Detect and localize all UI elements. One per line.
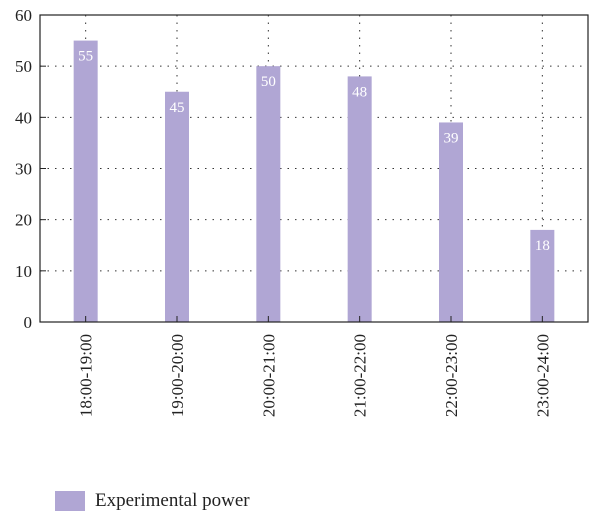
- x-tick-label: 18:00-19:00: [77, 334, 96, 417]
- bar: [165, 91, 189, 322]
- x-tick-label: 23:00-24:00: [533, 334, 552, 417]
- y-tick-label: 30: [15, 160, 32, 179]
- legend-label: Experimental power: [95, 490, 250, 511]
- x-tick-label: 21:00-22:00: [351, 334, 370, 417]
- legend-swatch: [55, 491, 85, 511]
- y-tick-label: 0: [24, 313, 33, 332]
- data-label: 39: [444, 130, 459, 146]
- x-tick-label: 22:00-23:00: [442, 334, 461, 417]
- y-axis-ticks: 0 10 20 30 40 50 60: [15, 6, 46, 332]
- grid-lines: [40, 15, 588, 322]
- bar: [439, 122, 463, 322]
- data-label: 45: [170, 100, 185, 116]
- bar: [73, 40, 98, 322]
- data-label: 50: [261, 74, 276, 90]
- y-tick-label: 20: [15, 211, 32, 230]
- data-label: 55: [78, 49, 93, 65]
- data-label: 48: [352, 84, 367, 100]
- y-tick-label: 60: [15, 6, 32, 25]
- bars: 55 45 50 48 39 18: [73, 40, 555, 323]
- y-tick-label: 40: [15, 108, 32, 127]
- y-tick-label: 10: [15, 262, 32, 281]
- data-label: 18: [535, 238, 550, 254]
- x-axis-ticks: 18:00-19:00 19:00-20:00 20:00-21:00 21:00-2…: [77, 316, 552, 417]
- x-tick-label: 20:00-21:00: [259, 334, 278, 417]
- y-tick-label: 50: [15, 57, 32, 76]
- x-tick-label: 19:00-20:00: [168, 334, 187, 417]
- bar: [530, 229, 555, 322]
- legend: Experimental power: [55, 488, 250, 514]
- bar: [256, 66, 281, 323]
- bar: [347, 76, 372, 323]
